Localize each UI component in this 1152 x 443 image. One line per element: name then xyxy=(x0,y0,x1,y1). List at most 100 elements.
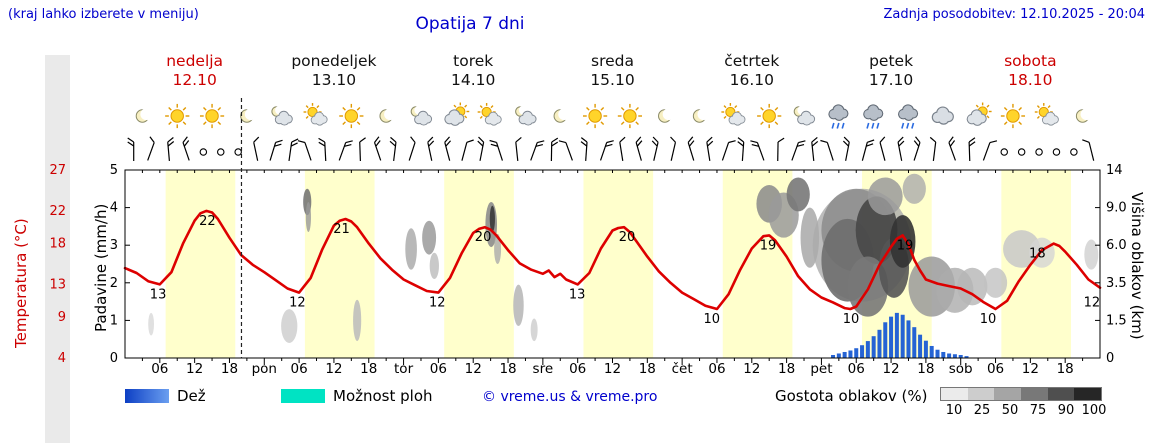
wind-barb-icon xyxy=(359,137,366,162)
wind-barb-icon xyxy=(750,140,765,161)
wind-barb-icon xyxy=(635,136,643,161)
day-abbrev-label: sob xyxy=(949,361,973,377)
cloud-density-value: 10 xyxy=(945,403,963,418)
hour-tick-label: 18 xyxy=(1057,361,1074,377)
wind-barb-icon xyxy=(318,137,327,162)
wind-barb-icon xyxy=(530,140,545,161)
wind-barb-icon xyxy=(427,136,435,161)
wind-barb-icon xyxy=(373,136,382,161)
rain-bar xyxy=(923,340,928,358)
hour-tick-label: 12 xyxy=(186,361,203,377)
day-abbrev-label: pet xyxy=(810,361,832,377)
cloud-moon-icon xyxy=(410,105,433,126)
temp-point-label: 18 xyxy=(1029,247,1046,262)
cloud-density-title: Gostota oblakov (%) xyxy=(775,387,928,405)
calm-wind-icon xyxy=(217,148,225,156)
hour-tick-label: 18 xyxy=(221,361,238,377)
wind-barb-icon xyxy=(489,139,503,161)
rain-tick-label: 3 xyxy=(110,238,118,253)
hour-tick-label: 18 xyxy=(499,361,516,377)
cloud-blob xyxy=(1084,239,1099,270)
wind-barb-icon xyxy=(599,140,614,161)
rain-icon xyxy=(898,104,919,129)
calm-wind-icon xyxy=(1000,148,1008,156)
temp-point-label: 12 xyxy=(289,296,306,311)
wind-barb-icon xyxy=(1082,139,1095,161)
day-name: sreda xyxy=(591,52,634,70)
day-name: nedelja xyxy=(166,52,223,70)
rain-bar xyxy=(929,345,934,358)
wind-barb-icon xyxy=(580,137,588,162)
day-date: 14.10 xyxy=(451,71,495,89)
wind-barb-icon xyxy=(811,136,819,162)
cloud-moon-icon xyxy=(515,105,537,126)
temperature-curve xyxy=(123,209,1102,311)
calm-wind-icon xyxy=(1035,148,1043,156)
cloud-blob xyxy=(429,252,439,280)
sun-icon xyxy=(617,103,643,129)
hour-tick-label: 12 xyxy=(1022,361,1039,377)
moon-icon xyxy=(658,108,675,123)
rain-tick-label: 4 xyxy=(110,201,118,216)
cloud-blob xyxy=(530,318,538,342)
day-band xyxy=(444,170,514,358)
wind-barb-icon xyxy=(737,137,745,162)
cloud-density-seg xyxy=(1074,388,1102,400)
cloud-density-scale xyxy=(940,387,1102,401)
hour-tick-label: 06 xyxy=(291,361,308,377)
hour-tick-label: 06 xyxy=(708,361,725,377)
calm-wind-icon xyxy=(234,148,242,156)
wind-barb-icon xyxy=(897,136,905,161)
cloud-density-value: 100 xyxy=(1081,403,1107,418)
hour-tick-label: 12 xyxy=(325,361,342,377)
temp-point-label: 12 xyxy=(429,296,446,311)
wind-barb-icon xyxy=(670,136,677,161)
cloud-sun-icon xyxy=(966,102,992,126)
sun-icon xyxy=(339,103,364,129)
wind-barb-icon xyxy=(477,136,485,161)
day-date: 17.10 xyxy=(869,71,913,89)
rain-bar xyxy=(906,320,911,358)
rain-bar xyxy=(947,353,952,358)
wind-barb-icon xyxy=(127,137,135,161)
wind-barb-icon xyxy=(968,137,976,162)
cloud-moon-icon xyxy=(793,105,816,126)
cloud-blob xyxy=(489,205,495,233)
wind-barb-icon xyxy=(842,136,850,161)
cloud-density-value: 90 xyxy=(1057,403,1075,418)
rain-bar xyxy=(894,312,899,358)
moon-icon xyxy=(1075,108,1093,123)
cloud-moon-icon xyxy=(271,105,293,126)
cloud-tick-label: 14 xyxy=(1106,163,1123,178)
sun-icon xyxy=(1000,103,1026,129)
hour-tick-label: 06 xyxy=(569,361,586,377)
day-date: 12.10 xyxy=(172,71,216,89)
day-abbrev-label: tor xyxy=(394,361,414,377)
credit-link[interactable]: © vreme.us & vreme.pro xyxy=(482,389,658,405)
moon-icon xyxy=(379,108,396,123)
rain-bar xyxy=(883,322,888,358)
moon-icon xyxy=(553,108,571,123)
cloud-tick-label: 9.0 xyxy=(1106,201,1127,216)
wind-barb-icon xyxy=(182,136,190,161)
wind-barb-icon xyxy=(721,140,736,161)
rain-bar xyxy=(941,351,946,358)
hour-tick-label: 12 xyxy=(465,361,482,377)
cloud-tick-label: 1.5 xyxy=(1106,313,1127,328)
wind-barb-icon xyxy=(338,140,353,161)
sun-icon xyxy=(165,103,190,129)
cloud-tick-label: 6.0 xyxy=(1106,238,1127,253)
wind-barb-icon xyxy=(791,140,806,161)
wind-barb-icon xyxy=(777,137,785,162)
rain-icon xyxy=(828,104,849,129)
wind-barb-icon xyxy=(619,136,626,161)
temp-tick-label: 18 xyxy=(49,237,66,252)
day-abbrev-label: sre xyxy=(533,361,554,377)
hour-tick-label: 18 xyxy=(917,361,934,377)
cloud-blob xyxy=(786,177,810,212)
rain-bar xyxy=(935,349,940,358)
temp-point-label: 10 xyxy=(980,312,997,327)
cloud-blob xyxy=(353,299,362,342)
calm-wind-icon xyxy=(1017,148,1026,156)
wind-barb-icon xyxy=(444,136,452,161)
